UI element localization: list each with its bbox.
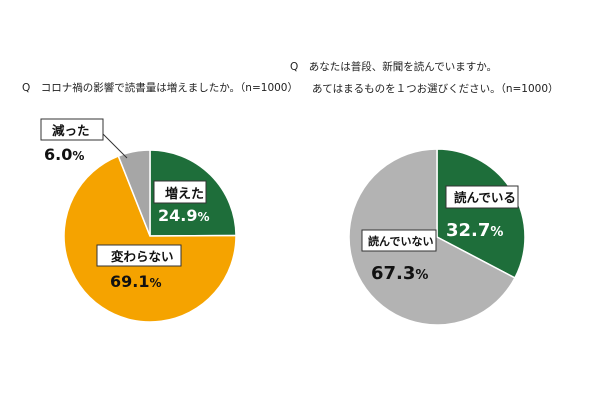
chart1-label-box-2	[40, 118, 104, 141]
chart2-slice-label-1: 読んでいない	[368, 234, 433, 248]
chart1-question: Q コロナ禍の影響で読書量は増えましたか。（n=1000）	[22, 82, 298, 94]
chart1-slice-number-1: 69.1	[110, 272, 149, 291]
chart2-slice-number-1: 67.3	[371, 263, 415, 284]
chart1-slice-unit-2: %	[72, 149, 84, 163]
chart2-slice-unit-0: %	[490, 225, 503, 240]
chart2-question-line2: あてはまるものを１つお選びください。（n=1000）	[312, 83, 559, 95]
chart1-slice-value-1: 69.1%	[110, 272, 162, 291]
chart1-leader-2	[102, 133, 128, 159]
chart2-label-box-1	[361, 229, 437, 252]
chart2-slice-value-0: 32.7%	[446, 220, 503, 241]
pie-chart-newspaper: 読んでいる 32.7% 読んでいない 67.3%	[348, 148, 526, 326]
chart1-slice-value-2: 6.0%	[44, 145, 84, 164]
chart2-slice-value-1: 67.3%	[371, 263, 428, 284]
chart2-label-box-0	[445, 185, 519, 209]
chart1-slice-label-2: 減った	[52, 123, 90, 138]
chart1-slice-2	[117, 149, 151, 237]
chart1-slice-unit-1: %	[149, 276, 161, 290]
chart1-label-box-1	[96, 244, 182, 267]
chart2-slice-number-0: 32.7	[446, 220, 490, 241]
chart1-slice-number-2: 6.0	[44, 145, 72, 164]
chart2-slice-label-0: 読んでいる	[454, 190, 516, 205]
chart1-slice-number-0: 24.9	[158, 206, 197, 225]
chart1-slice-label-0: 増えた	[165, 186, 204, 202]
chart1-slice-1	[63, 155, 237, 323]
chart1-slice-unit-0: %	[197, 210, 209, 224]
pie-chart-reading-amount: 増えた 24.9% 変わらない 69.1% 減った 6.0%	[40, 118, 237, 323]
chart1-slice-value-0: 24.9%	[158, 206, 210, 225]
chart1-label-box-0	[153, 180, 207, 204]
chart1-slice-label-1: 変わらない	[111, 249, 174, 264]
chart2-slice-unit-1: %	[415, 268, 428, 283]
chart2-question-line1: Q あなたは普段、新聞を読んでいますか。	[290, 61, 498, 73]
